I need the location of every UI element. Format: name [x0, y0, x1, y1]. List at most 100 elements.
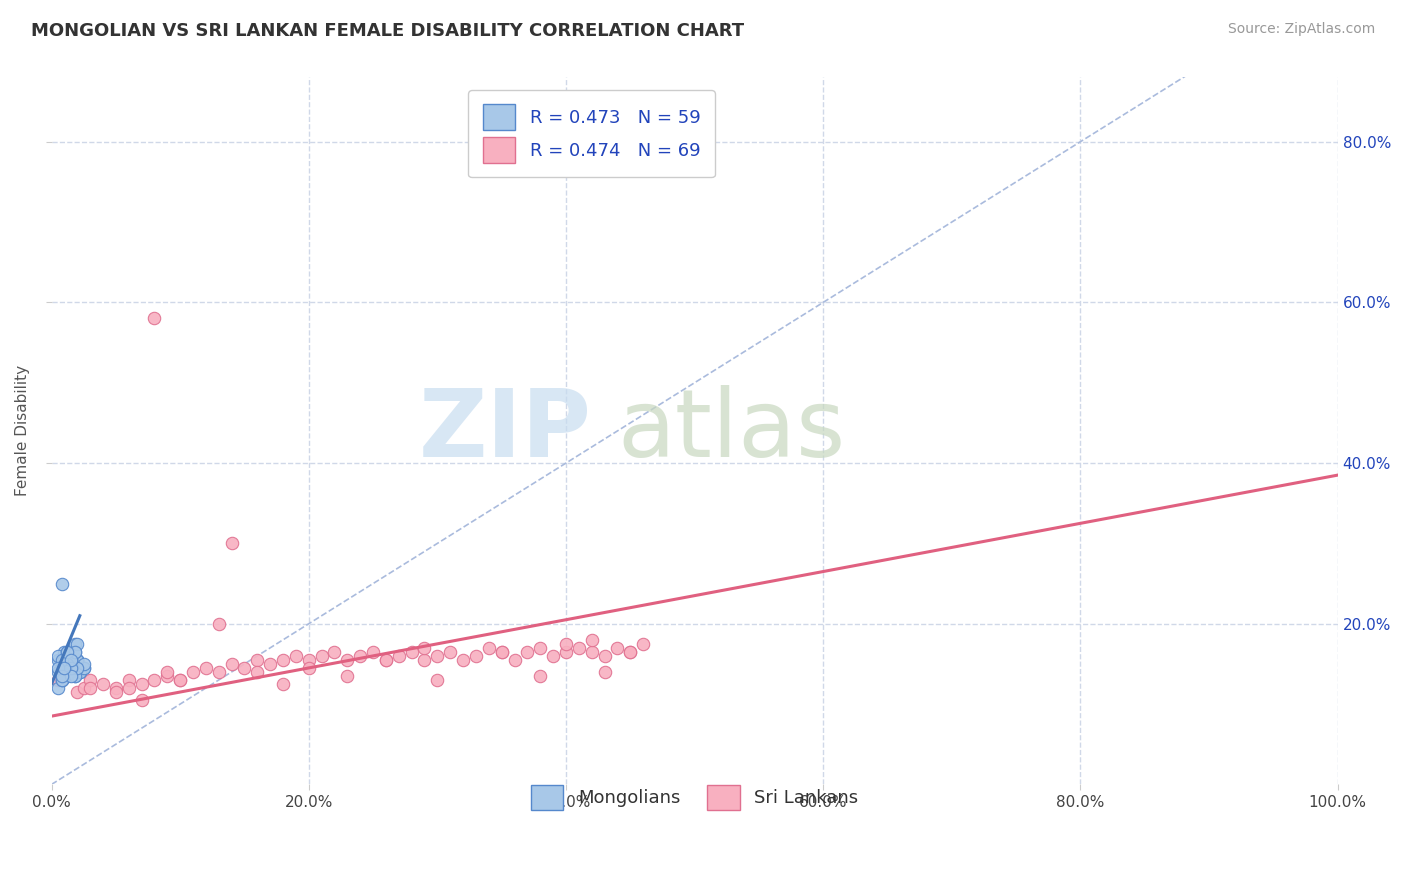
Point: [46, 661, 69, 675]
Point: [593, 665, 616, 679]
Point: [51, 669, 73, 683]
Point: [73, 661, 96, 675]
Point: [426, 673, 449, 687]
Point: [104, 681, 127, 695]
Point: [51, 661, 73, 675]
Point: [51, 661, 73, 675]
Point: [51, 669, 73, 683]
Point: [336, 653, 359, 667]
Point: [259, 657, 281, 671]
Point: [541, 648, 564, 663]
Point: [53, 661, 76, 675]
Point: [66, 653, 89, 667]
Point: [284, 648, 307, 663]
Point: [568, 640, 591, 655]
Point: [581, 645, 603, 659]
Point: [53, 653, 76, 667]
Point: [374, 653, 396, 667]
Point: [169, 673, 191, 687]
Point: [69, 665, 91, 679]
Point: [298, 653, 321, 667]
Point: [631, 637, 654, 651]
Point: [46, 648, 69, 663]
Point: [246, 665, 269, 679]
Point: [143, 673, 166, 687]
Text: Source: ZipAtlas.com: Source: ZipAtlas.com: [1227, 22, 1375, 37]
Point: [69, 665, 91, 679]
Point: [51, 661, 73, 675]
Point: [131, 677, 153, 691]
Point: [63, 637, 86, 651]
Point: [374, 653, 396, 667]
Point: [63, 669, 86, 683]
Point: [66, 653, 89, 667]
Point: [63, 661, 86, 675]
Point: [56, 645, 79, 659]
Text: atlas: atlas: [617, 385, 845, 477]
Point: [56, 669, 79, 683]
Legend: Mongolians, Sri Lankans: Mongolians, Sri Lankans: [516, 771, 873, 825]
Point: [555, 637, 578, 651]
Point: [66, 653, 89, 667]
Point: [465, 648, 488, 663]
Point: [233, 661, 256, 675]
Point: [73, 661, 96, 675]
Point: [63, 645, 86, 659]
Point: [59, 657, 82, 671]
Point: [131, 693, 153, 707]
Point: [51, 661, 73, 675]
Point: [51, 653, 73, 667]
Point: [91, 677, 114, 691]
Point: [208, 616, 231, 631]
Point: [51, 576, 73, 591]
Point: [503, 653, 526, 667]
Point: [79, 681, 101, 695]
Point: [53, 653, 76, 667]
Point: [156, 669, 179, 683]
Point: [59, 648, 82, 663]
Point: [53, 661, 76, 675]
Point: [66, 661, 89, 675]
Point: [194, 661, 217, 675]
Point: [208, 665, 231, 679]
Point: [46, 665, 69, 679]
Point: [56, 645, 79, 659]
Text: MONGOLIAN VS SRI LANKAN FEMALE DISABILITY CORRELATION CHART: MONGOLIAN VS SRI LANKAN FEMALE DISABILIT…: [31, 22, 744, 40]
Point: [66, 637, 89, 651]
Point: [529, 669, 551, 683]
Point: [118, 681, 141, 695]
Point: [516, 645, 538, 659]
Point: [619, 645, 641, 659]
Point: [221, 536, 243, 550]
Point: [51, 673, 73, 687]
Point: [413, 640, 436, 655]
Point: [51, 673, 73, 687]
Point: [104, 685, 127, 699]
Point: [529, 640, 551, 655]
Point: [51, 673, 73, 687]
Point: [53, 661, 76, 675]
Point: [56, 669, 79, 683]
Text: ZIP: ZIP: [419, 385, 592, 477]
Point: [143, 311, 166, 326]
Point: [63, 645, 86, 659]
Point: [221, 657, 243, 671]
Point: [323, 645, 346, 659]
Y-axis label: Female Disability: Female Disability: [15, 366, 30, 497]
Point: [63, 661, 86, 675]
Point: [53, 645, 76, 659]
Point: [246, 653, 269, 667]
Point: [555, 645, 578, 659]
Point: [73, 681, 96, 695]
Point: [388, 648, 411, 663]
Point: [51, 665, 73, 679]
Point: [59, 653, 82, 667]
Point: [59, 657, 82, 671]
Point: [491, 645, 513, 659]
Point: [59, 669, 82, 683]
Point: [59, 653, 82, 667]
Point: [66, 685, 89, 699]
Point: [46, 681, 69, 695]
Point: [63, 669, 86, 683]
Point: [619, 645, 641, 659]
